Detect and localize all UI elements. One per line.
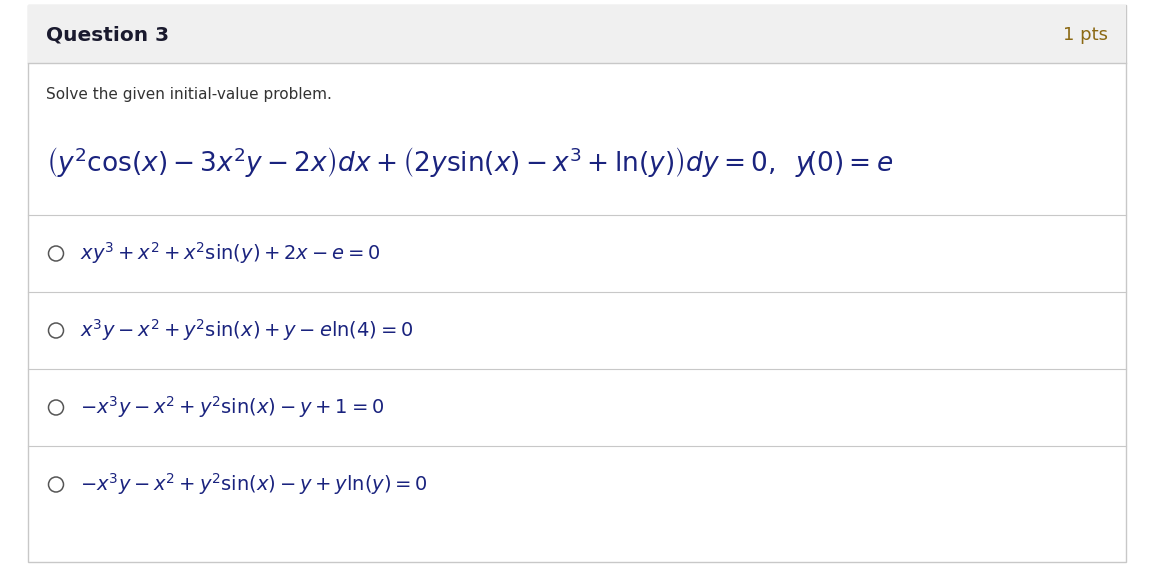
Text: Solve the given initial-value problem.: Solve the given initial-value problem. [46,87,332,103]
Circle shape [48,246,63,261]
FancyBboxPatch shape [28,5,1126,562]
FancyBboxPatch shape [28,5,1126,63]
Text: $-x^3y - x^2 + y^2\sin\!\left(x\right) - y + 1 = 0$: $-x^3y - x^2 + y^2\sin\!\left(x\right) -… [80,395,384,421]
Text: $x^3y - x^2 + y^2\sin\!\left(x\right) + y - e\ln\!\left(4\right) = 0$: $x^3y - x^2 + y^2\sin\!\left(x\right) + … [80,318,413,344]
Circle shape [48,323,63,338]
Text: Question 3: Question 3 [46,26,170,44]
Text: $xy^3 + x^2 + x^2\sin\!\left(y\right) + 2x - e = 0$: $xy^3 + x^2 + x^2\sin\!\left(y\right) + … [80,240,381,266]
Text: $-x^3y - x^2 + y^2\sin\!\left(x\right) - y + y\ln\!\left(y\right) = 0$: $-x^3y - x^2 + y^2\sin\!\left(x\right) -… [80,472,428,497]
Circle shape [48,477,63,492]
Circle shape [48,400,63,415]
Text: 1 pts: 1 pts [1063,26,1108,44]
Text: $\left(y^2\cos\!\left(x\right) - 3x^2y - 2x\right)dx + \left(2y\sin\!\left(x\rig: $\left(y^2\cos\!\left(x\right) - 3x^2y -… [46,146,893,180]
